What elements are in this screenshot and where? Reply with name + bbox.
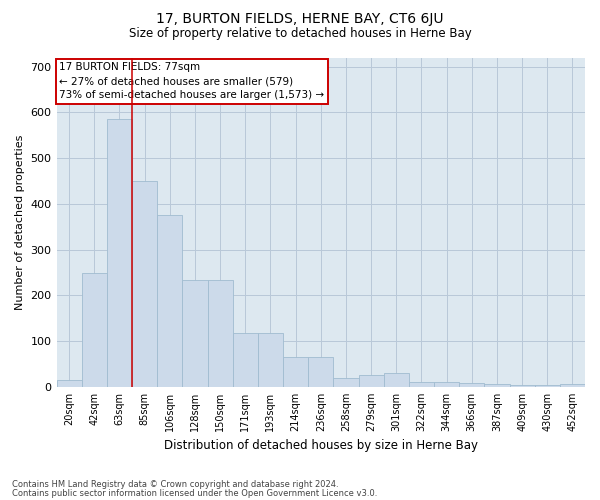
Bar: [182, 280, 208, 387]
Bar: [409, 382, 434, 387]
Bar: [484, 384, 509, 387]
Bar: [535, 385, 560, 387]
Text: Size of property relative to detached houses in Herne Bay: Size of property relative to detached ho…: [128, 28, 472, 40]
Bar: [459, 384, 484, 387]
Bar: [283, 357, 308, 387]
Text: 17 BURTON FIELDS: 77sqm
← 27% of detached houses are smaller (579)
73% of semi-d: 17 BURTON FIELDS: 77sqm ← 27% of detache…: [59, 62, 325, 100]
Y-axis label: Number of detached properties: Number of detached properties: [15, 134, 25, 310]
X-axis label: Distribution of detached houses by size in Herne Bay: Distribution of detached houses by size …: [164, 440, 478, 452]
Bar: [383, 373, 409, 387]
Bar: [107, 120, 132, 387]
Text: 17, BURTON FIELDS, HERNE BAY, CT6 6JU: 17, BURTON FIELDS, HERNE BAY, CT6 6JU: [156, 12, 444, 26]
Bar: [157, 216, 182, 387]
Bar: [56, 380, 82, 387]
Bar: [258, 333, 283, 387]
Text: Contains public sector information licensed under the Open Government Licence v3: Contains public sector information licen…: [12, 488, 377, 498]
Bar: [308, 357, 334, 387]
Bar: [359, 374, 383, 387]
Bar: [509, 385, 535, 387]
Bar: [233, 333, 258, 387]
Bar: [82, 274, 107, 387]
Bar: [132, 181, 157, 387]
Bar: [334, 378, 359, 387]
Bar: [560, 384, 585, 387]
Bar: [208, 280, 233, 387]
Text: Contains HM Land Registry data © Crown copyright and database right 2024.: Contains HM Land Registry data © Crown c…: [12, 480, 338, 489]
Bar: [434, 382, 459, 387]
